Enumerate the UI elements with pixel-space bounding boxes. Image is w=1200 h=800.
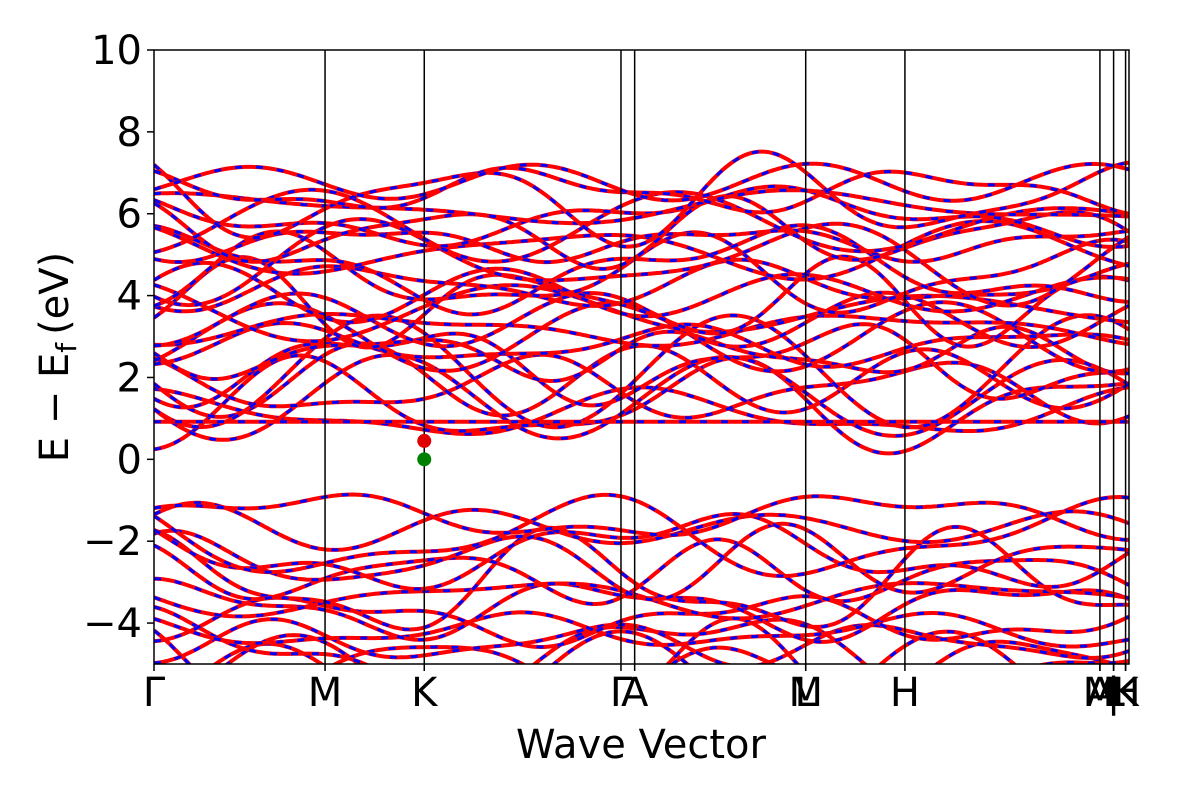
- x-axis-ticks: Γ M K ΓA ML H AM|LHK: [143, 664, 1141, 716]
- y-tick-label-7: 10: [91, 28, 142, 74]
- band-line-35-blue: [154, 219, 1129, 281]
- band-line-9-blue: [154, 525, 1129, 632]
- band-line-41-blue: [154, 150, 1129, 249]
- x-tick-label-6: L: [795, 670, 818, 716]
- x-tick-label-8: A: [1086, 670, 1114, 716]
- x-tick-label-1: M: [308, 670, 343, 716]
- x-axis-title: Wave Vector: [516, 722, 767, 768]
- band-line-3-blue: [154, 605, 1129, 664]
- band-line-29-blue: [154, 254, 1129, 349]
- band-line-24-blue: [154, 321, 1129, 369]
- high-symmetry-lines: [324, 50, 1127, 664]
- band-line-42-red: [154, 165, 1129, 216]
- plot-frame: [153, 49, 1130, 665]
- band-line-14-blue: [154, 501, 1129, 552]
- y-axis-title-subscript: f: [50, 342, 83, 353]
- band-line-5-red: [154, 610, 1129, 649]
- x-tick-label-12: H: [1111, 670, 1141, 716]
- x-tick-label-2: K: [411, 670, 439, 716]
- y-tick-label-2: 0: [117, 437, 142, 483]
- band-edge-markers: [417, 433, 432, 467]
- x-tick-label-7: H: [890, 670, 920, 716]
- y-tick-label-1: −2: [83, 519, 142, 565]
- band-edge-marker-1: [417, 452, 432, 467]
- band-edge-marker-0: [417, 433, 432, 448]
- band-line-2-red: [154, 616, 1122, 664]
- band-line-40-blue: [154, 188, 1129, 225]
- y-tick-label-4: 4: [117, 274, 142, 320]
- band-line-13-blue: [154, 493, 1129, 578]
- band-line-36-red: [154, 228, 1129, 265]
- x-tick-label-9: M: [1083, 670, 1118, 716]
- x-tick-label-3: Γ: [610, 670, 633, 716]
- band-line-18-red: [154, 352, 1129, 442]
- x-tick-label-10: |: [1107, 670, 1120, 716]
- y-axis-title: E − Ef (eV): [32, 252, 83, 463]
- band-line-22-red: [154, 322, 1129, 410]
- y-tick-label-3: 2: [117, 355, 142, 401]
- band-line-30-blue: [154, 261, 1129, 324]
- bands-layer: [154, 149, 1129, 664]
- band-line-0-red: [212, 641, 777, 664]
- x-tick-label-0: Γ: [143, 670, 166, 716]
- x-tick-label-4: A: [621, 670, 649, 716]
- band-line-11-blue: [154, 522, 1129, 602]
- y-tick-label-6: 8: [117, 110, 142, 156]
- band-line-37-blue: [154, 194, 1129, 271]
- band-line-34-blue: [154, 217, 1129, 308]
- x-tick-label-13: K: [1112, 670, 1140, 716]
- band-line-10-blue: [154, 537, 1129, 606]
- band-line-28-blue: [154, 283, 1129, 343]
- y-axis-ticks: −4 −2 0 2 4 6 8 10: [83, 28, 154, 647]
- band-line-4-blue: [154, 617, 1129, 664]
- band-line-43-blue: [154, 162, 1129, 203]
- y-axis-title-main: E − E: [32, 353, 78, 463]
- band-line-15-red: [154, 492, 1129, 542]
- x-tick-label-5: M: [788, 670, 823, 716]
- band-line-27-blue: [154, 291, 1129, 349]
- band-line-19-blue: [154, 353, 1129, 425]
- y-tick-label-0: −4: [83, 601, 142, 647]
- band-line-20-blue: [154, 342, 1129, 419]
- y-axis-title-unit: (eV): [32, 252, 78, 335]
- band-line-23-blue: [154, 325, 1129, 383]
- x-tick-label-11: L: [1102, 670, 1125, 716]
- band-line-26-blue: [154, 312, 1129, 348]
- y-tick-label-5: 6: [117, 192, 142, 238]
